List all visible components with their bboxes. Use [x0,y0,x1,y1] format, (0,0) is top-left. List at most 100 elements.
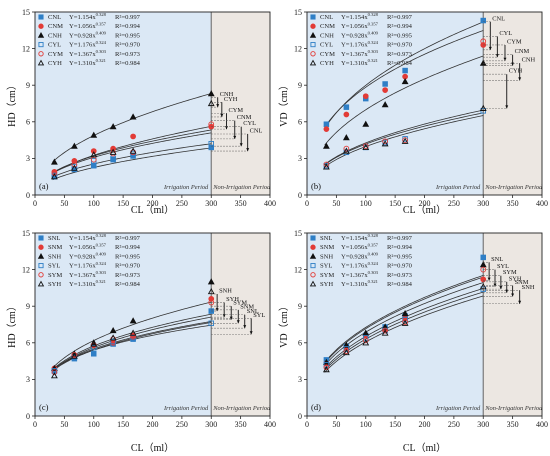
data-point-cnl [90,162,97,169]
legend-equation: Y=1.154x0.328 [341,12,379,21]
x-tick-label: 250 [176,199,188,208]
data-point-cym [402,137,408,143]
data-point-sym [323,364,330,371]
legend-marker-cnl [310,14,316,20]
legend-marker-snm [38,244,44,250]
panel-tag: (a) [39,181,49,191]
series-syh [322,283,487,373]
data-point-syh [381,329,389,336]
legend-r-squared: R²=0.970 [387,42,413,49]
legend-series-name: CNM [48,23,63,30]
legend-series-name: SNM [320,244,334,251]
legend: SNL Y=1.154x0.328 R²=0.997 SNM Y=1.056x0.357… [37,233,141,288]
legend-marker-snl [310,235,316,241]
legend-equation: Y=1.056x0.357 [341,21,379,30]
legend-series-name: SYL [320,263,332,270]
legend-marker-cnl [38,14,44,20]
data-point-syh [342,348,350,356]
data-point-cnl [343,104,350,110]
x-tick-label: 100 [88,199,100,208]
legend-r-squared: R²=0.995 [387,32,413,39]
legend-equation-base: Y=1.176x [341,42,368,49]
legend-series-name: SNM [48,244,62,251]
legend-equation-exponent: 0.328 [96,233,107,238]
annotation-label: SYM [503,269,517,276]
data-point-cnh [362,120,370,127]
legend-marker-snh [37,253,45,259]
data-point-cnl [402,67,408,74]
data-point-snh [109,327,117,334]
legend-r-squared: R²=0.984 [115,281,141,288]
fit-curve-cnl [52,147,212,181]
legend-equation-exponent: 0.324 [96,261,107,266]
y-tick-label: 9 [26,302,30,311]
data-point-cym [362,143,369,150]
annotation-arrowhead [518,77,522,81]
annotation-label: CYH [509,68,523,75]
legend-series-name: CNM [320,23,335,30]
legend-equation-exponent: 0.324 [96,40,107,45]
data-point-cnh [207,90,215,97]
series-cnh [322,59,487,149]
series-syh [50,287,215,379]
non-irrigation-period-label: Non-Irrigation Period [484,184,543,191]
x-tick-label: 50 [332,420,340,429]
legend-equation-exponent: 0.357 [96,21,107,26]
y-tick-label: 12 [294,44,302,53]
non-irrigation-period-label: Non-Irrigation Period [212,405,271,412]
fit-curve-cnl [324,21,484,129]
y-tick-label: 15 [22,229,30,238]
annotation-label: SNH [522,284,535,291]
legend: CNL Y=1.154x0.328 R²=0.997 CNM Y=1.056x0.357… [309,12,413,67]
annotation-label: SNM [515,279,529,286]
legend-marker-cym [310,51,316,57]
legend-series-name: SYM [320,272,334,279]
legend-equation-base: Y=1.367x [341,51,368,58]
annotation-label: SYH [226,296,239,303]
data-point-cyh [342,147,350,154]
legend-equation: Y=1.176x0.324 [341,40,379,49]
data-point-cnl [323,121,330,127]
data-point-cym [480,38,487,45]
data-point-cyh [70,164,78,171]
fit-curve-cyh [324,112,484,166]
legend-equation: Y=1.367x0.303 [341,49,379,58]
fit-curve-cyl [324,115,484,168]
legend-series-name: SYH [48,281,61,288]
series-cnh [50,90,215,165]
annotation-arrowhead [499,286,503,290]
y-tick-label: 9 [26,81,30,90]
x-tick-label: 150 [117,420,129,429]
legend-equation-base: Y=1.310x [69,60,96,67]
data-point-cnl [382,81,388,87]
x-tick-label: 100 [360,420,372,429]
legend-equation-exponent: 0.321 [368,279,379,284]
data-point-syl [208,320,214,327]
y-tick-label: 0 [298,412,302,421]
legend-equation-base: Y=1.154x [69,14,96,21]
annotation-arrowhead [487,277,491,281]
legend-r-squared: R²=0.984 [387,281,413,288]
y-tick-label: 15 [294,8,302,17]
data-point-cnh [401,77,409,85]
x-tick-label: 200 [147,420,159,429]
data-point-cyh [362,143,370,150]
legend-r-squared: R²=0.970 [115,263,141,270]
legend-equation-base: Y=1.367x [341,272,368,279]
data-point-cnm [130,133,136,140]
legend-marker-cyh [37,59,45,66]
irrigation-period-background [307,12,484,195]
annotation-label: CNM [515,48,530,55]
data-point-cnh [381,101,389,108]
annotation-label: CNH [220,91,234,98]
y-axis-title: VD（cm） [278,301,290,348]
x-tick-label: 100 [360,199,372,208]
legend-series-name: SNH [320,253,333,260]
data-point-cyh [50,173,58,180]
legend-equation-exponent: 0.321 [368,58,379,63]
y-tick-label: 9 [298,81,302,90]
legend-marker-syh [309,280,317,287]
legend-r-squared: R²=0.995 [115,253,141,260]
legend-marker-cyh [309,59,317,66]
